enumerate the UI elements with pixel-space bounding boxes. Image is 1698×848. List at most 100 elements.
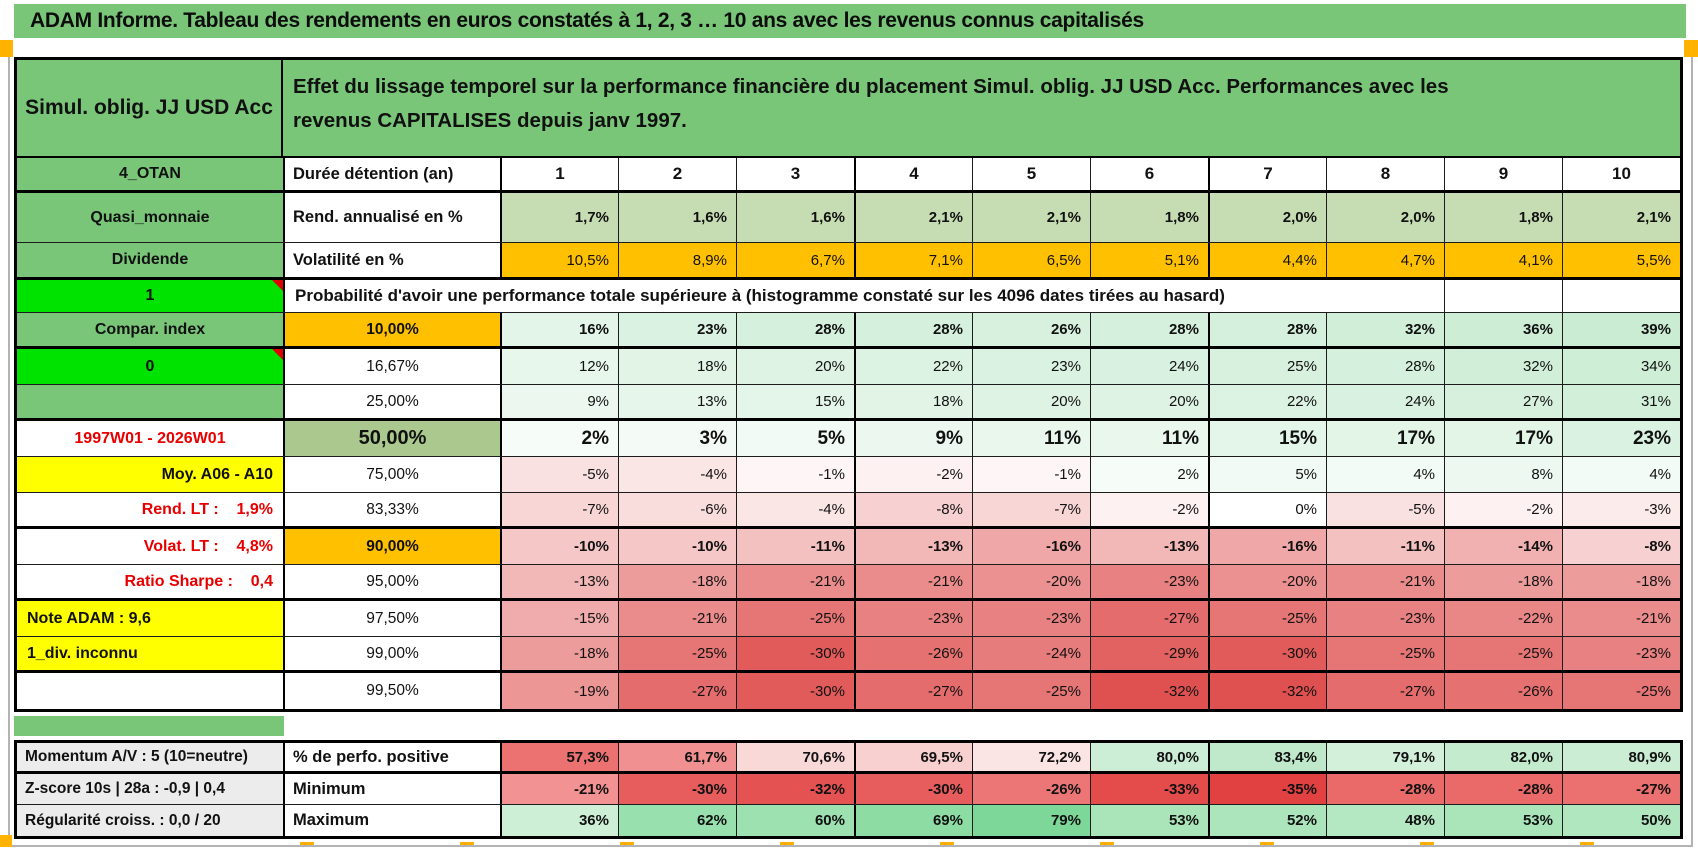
summary-cell-r2-c9[interactable]: 53% [1444, 805, 1562, 836]
summary-cell-r0-c10[interactable]: 80,9% [1562, 743, 1680, 771]
summary-cell-r2-c5[interactable]: 79% [972, 805, 1090, 836]
main-cell-r13-c7[interactable]: -30% [1208, 637, 1326, 670]
description-cell[interactable]: Effet du lissage temporel sur la perform… [293, 75, 1449, 132]
product-name-cell[interactable]: Simul. oblig. JJ USD Acc [17, 60, 283, 156]
main-cell-r9-c2[interactable]: -6% [618, 493, 736, 526]
main-cell-r2-c9[interactable]: 4,1% [1444, 243, 1562, 277]
main-row-label-6[interactable] [17, 385, 283, 418]
main-cell-r13-c9[interactable]: -25% [1444, 637, 1562, 670]
summary-cell-r0-c3[interactable]: 70,6% [736, 743, 854, 771]
main-cell-r0-c1[interactable]: 1 [500, 158, 618, 190]
main-cell-r13-c3[interactable]: -30% [736, 637, 854, 670]
main-cell-r9-c4[interactable]: -8% [854, 493, 972, 526]
main-cell-r13-c1[interactable]: -18% [500, 637, 618, 670]
main-cell-r6-c1[interactable]: 9% [500, 385, 618, 418]
main-row-sublabel-12[interactable]: 97,50% [283, 601, 500, 636]
main-cell-r13-c6[interactable]: -29% [1090, 637, 1208, 670]
main-cell-r10-c1[interactable]: -10% [500, 529, 618, 564]
main-cell-r9-c6[interactable]: -2% [1090, 493, 1208, 526]
main-cell-r6-c7[interactable]: 22% [1208, 385, 1326, 418]
main-empty-cell-10[interactable] [1562, 280, 1680, 312]
main-row-label-2[interactable]: Dividende [17, 243, 283, 277]
main-cell-r7-c10[interactable]: 23% [1562, 421, 1680, 456]
main-cell-r13-c2[interactable]: -25% [618, 637, 736, 670]
main-row-label-4[interactable]: Compar. index [17, 313, 283, 346]
main-cell-r4-c4[interactable]: 28% [854, 313, 972, 346]
main-row-sublabel-7[interactable]: 50,00% [283, 421, 500, 456]
main-cell-r4-c3[interactable]: 28% [736, 313, 854, 346]
main-row-sublabel-10[interactable]: 90,00% [283, 529, 500, 564]
main-cell-r5-c9[interactable]: 32% [1444, 349, 1562, 384]
main-cell-r9-c8[interactable]: -5% [1326, 493, 1444, 526]
main-cell-r1-c7[interactable]: 2,0% [1208, 193, 1326, 242]
main-cell-r4-c10[interactable]: 39% [1562, 313, 1680, 346]
main-cell-r5-c8[interactable]: 28% [1326, 349, 1444, 384]
main-cell-r11-c2[interactable]: -18% [618, 565, 736, 598]
main-row-sublabel-9[interactable]: 83,33% [283, 493, 500, 526]
main-cell-r0-c8[interactable]: 8 [1326, 158, 1444, 190]
main-cell-r2-c4[interactable]: 7,1% [854, 243, 972, 277]
main-cell-r11-c10[interactable]: -18% [1562, 565, 1680, 598]
main-row-label-5[interactable]: 0 [17, 349, 283, 384]
summary-cell-r2-c10[interactable]: 50% [1562, 805, 1680, 836]
main-row-sublabel-1[interactable]: Rend. annualisé en % [283, 193, 500, 242]
summary-cell-r1-c2[interactable]: -30% [618, 774, 736, 804]
main-cell-r12-c5[interactable]: -23% [972, 601, 1090, 636]
main-cell-r8-c7[interactable]: 5% [1208, 457, 1326, 492]
main-row-sublabel-0[interactable]: Durée détention (an) [283, 158, 500, 190]
main-cell-r4-c8[interactable]: 32% [1326, 313, 1444, 346]
main-cell-r5-c7[interactable]: 25% [1208, 349, 1326, 384]
main-cell-r11-c1[interactable]: -13% [500, 565, 618, 598]
main-cell-r0-c4[interactable]: 4 [854, 158, 972, 190]
main-row-sublabel-4[interactable]: 10,00% [283, 313, 500, 346]
main-cell-r1-c10[interactable]: 2,1% [1562, 193, 1680, 242]
main-cell-r7-c3[interactable]: 5% [736, 421, 854, 456]
summary-cell-r0-c5[interactable]: 72,2% [972, 743, 1090, 771]
main-cell-r11-c8[interactable]: -21% [1326, 565, 1444, 598]
main-cell-r14-c7[interactable]: -32% [1208, 673, 1326, 709]
main-cell-r6-c9[interactable]: 27% [1444, 385, 1562, 418]
main-cell-r9-c7[interactable]: 0% [1208, 493, 1326, 526]
summary-cell-r0-c1[interactable]: 57,3% [500, 743, 618, 771]
main-cell-r7-c8[interactable]: 17% [1326, 421, 1444, 456]
summary-row-sublabel-0[interactable]: % de perfo. positive [283, 743, 500, 771]
main-cell-r13-c10[interactable]: -23% [1562, 637, 1680, 670]
summary-row-label-2[interactable]: Régularité croiss. : 0,0 / 20 [17, 805, 283, 836]
main-row-sublabel-2[interactable]: Volatilité en % [283, 243, 500, 277]
main-cell-r1-c2[interactable]: 1,6% [618, 193, 736, 242]
summary-cell-r1-c8[interactable]: -28% [1326, 774, 1444, 804]
main-cell-r1-c5[interactable]: 2,1% [972, 193, 1090, 242]
main-cell-r9-c10[interactable]: -3% [1562, 493, 1680, 526]
main-cell-r2-c6[interactable]: 5,1% [1090, 243, 1208, 277]
main-cell-r14-c5[interactable]: -25% [972, 673, 1090, 709]
main-cell-r8-c9[interactable]: 8% [1444, 457, 1562, 492]
summary-cell-r0-c6[interactable]: 80,0% [1090, 743, 1208, 771]
main-row-label-13[interactable]: 1_div. inconnu [17, 637, 283, 670]
summary-row-sublabel-2[interactable]: Maximum [283, 805, 500, 836]
main-cell-r7-c9[interactable]: 17% [1444, 421, 1562, 456]
main-cell-r1-c6[interactable]: 1,8% [1090, 193, 1208, 242]
main-cell-r6-c8[interactable]: 24% [1326, 385, 1444, 418]
main-cell-r0-c6[interactable]: 6 [1090, 158, 1208, 190]
main-row-sublabel-14[interactable]: 99,50% [283, 673, 500, 709]
main-cell-r4-c5[interactable]: 26% [972, 313, 1090, 346]
main-cell-r8-c1[interactable]: -5% [500, 457, 618, 492]
main-merged-note[interactable]: Probabilité d'avoir une performance tota… [283, 280, 1444, 312]
main-cell-r11-c3[interactable]: -21% [736, 565, 854, 598]
summary-cell-r2-c8[interactable]: 48% [1326, 805, 1444, 836]
main-cell-r2-c3[interactable]: 6,7% [736, 243, 854, 277]
main-cell-r11-c7[interactable]: -20% [1208, 565, 1326, 598]
main-cell-r2-c2[interactable]: 8,9% [618, 243, 736, 277]
summary-cell-r0-c8[interactable]: 79,1% [1326, 743, 1444, 771]
main-row-label-12[interactable]: Note ADAM : 9,6 [17, 601, 283, 636]
main-cell-r5-c4[interactable]: 22% [854, 349, 972, 384]
summary-cell-r2-c7[interactable]: 52% [1208, 805, 1326, 836]
summary-cell-r1-c9[interactable]: -28% [1444, 774, 1562, 804]
main-cell-r4-c6[interactable]: 28% [1090, 313, 1208, 346]
main-row-sublabel-8[interactable]: 75,00% [283, 457, 500, 492]
main-cell-r5-c3[interactable]: 20% [736, 349, 854, 384]
main-cell-r10-c10[interactable]: -8% [1562, 529, 1680, 564]
main-cell-r10-c2[interactable]: -10% [618, 529, 736, 564]
summary-cell-r2-c6[interactable]: 53% [1090, 805, 1208, 836]
main-cell-r12-c2[interactable]: -21% [618, 601, 736, 636]
